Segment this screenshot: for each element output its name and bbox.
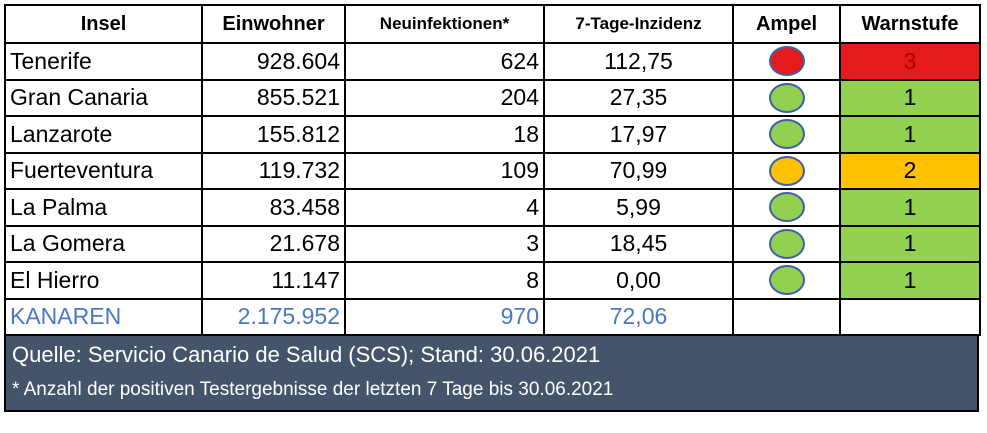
- cell-insel: La Gomera: [4, 224, 203, 263]
- header-insel: Insel: [4, 4, 203, 44]
- cell-ampel: [732, 224, 841, 263]
- cell-einwohner: 83.458: [201, 188, 346, 227]
- cell-ampel: [732, 78, 841, 117]
- total-einwohner: 2.175.952: [201, 297, 346, 336]
- cell-inzidenz: 27,35: [543, 78, 734, 117]
- cell-warnstufe: 1: [839, 115, 981, 154]
- cell-warnstufe: 2: [839, 151, 981, 190]
- cell-insel: El Hierro: [4, 261, 203, 300]
- cell-insel: Gran Canaria: [4, 78, 203, 117]
- total-warnstufe-empty: [839, 297, 981, 336]
- header-ampel: Ampel: [732, 4, 841, 44]
- cell-einwohner: 928.604: [201, 42, 346, 81]
- traffic-light-icon: [768, 46, 805, 77]
- cell-einwohner: 155.812: [201, 115, 346, 154]
- total-neuinfektionen: 970: [344, 297, 545, 336]
- cell-inzidenz: 112,75: [543, 42, 734, 81]
- cell-inzidenz: 70,99: [543, 151, 734, 190]
- cell-insel: Tenerife: [4, 42, 203, 81]
- cell-inzidenz: 0,00: [543, 261, 734, 300]
- cell-neuinfektionen: 204: [344, 78, 545, 117]
- cell-inzidenz: 17,97: [543, 115, 734, 154]
- table-row: Tenerife 928.604 624 112,75 3: [4, 42, 981, 81]
- traffic-light-icon: [768, 265, 805, 296]
- cell-warnstufe: 1: [839, 224, 981, 263]
- header-inzidenz: 7-Tage-Inzidenz: [543, 4, 734, 44]
- cell-warnstufe: 1: [839, 188, 981, 227]
- cell-insel: La Palma: [4, 188, 203, 227]
- cell-neuinfektionen: 4: [344, 188, 545, 227]
- header-einwohner: Einwohner: [201, 4, 346, 44]
- traffic-light-icon: [768, 119, 805, 150]
- incidence-table: Insel Einwohner Neuinfektionen* 7-Tage-I…: [4, 4, 981, 336]
- cell-einwohner: 21.678: [201, 224, 346, 263]
- cell-neuinfektionen: 18: [344, 115, 545, 154]
- traffic-light-icon: [768, 82, 805, 113]
- source-note: Quelle: Servicio Canario de Salud (SCS);…: [12, 342, 601, 367]
- total-insel: KANAREN: [4, 297, 203, 336]
- cell-ampel: [732, 188, 841, 227]
- table-row: El Hierro 11.147 8 0,00 1: [4, 261, 981, 300]
- table-row: Lanzarote 155.812 18 17,97 1: [4, 115, 981, 154]
- total-inzidenz: 72,06: [543, 297, 734, 336]
- header-neuinfektionen: Neuinfektionen*: [344, 4, 545, 44]
- footnote: * Anzahl der positiven Testergebnisse de…: [12, 379, 614, 400]
- table-row: La Gomera 21.678 3 18,45 1: [4, 224, 981, 263]
- cell-ampel: [732, 115, 841, 154]
- cell-inzidenz: 18,45: [543, 224, 734, 263]
- cell-inzidenz: 5,99: [543, 188, 734, 227]
- cell-ampel: [732, 261, 841, 300]
- cell-neuinfektionen: 8: [344, 261, 545, 300]
- cell-insel: Fuerteventura: [4, 151, 203, 190]
- cell-warnstufe: 1: [839, 261, 981, 300]
- traffic-light-icon: [768, 155, 805, 186]
- cell-ampel: [732, 151, 841, 190]
- table-row: Fuerteventura 119.732 109 70,99 2: [4, 151, 981, 190]
- cell-einwohner: 11.147: [201, 261, 346, 300]
- cell-warnstufe: 1: [839, 78, 981, 117]
- covid-table-container: Insel Einwohner Neuinfektionen* 7-Tage-I…: [4, 4, 981, 412]
- cell-einwohner: 855.521: [201, 78, 346, 117]
- header-warnstufe: Warnstufe: [839, 4, 981, 44]
- cell-neuinfektionen: 624: [344, 42, 545, 81]
- total-ampel-empty: [732, 297, 841, 336]
- header-row: Insel Einwohner Neuinfektionen* 7-Tage-I…: [4, 4, 981, 44]
- traffic-light-icon: [768, 228, 805, 259]
- cell-neuinfektionen: 3: [344, 224, 545, 263]
- cell-neuinfektionen: 109: [344, 151, 545, 190]
- table-row: La Palma 83.458 4 5,99 1: [4, 188, 981, 227]
- footer-panel: Quelle: Servicio Canario de Salud (SCS);…: [4, 336, 979, 412]
- cell-ampel: [732, 42, 841, 81]
- cell-insel: Lanzarote: [4, 115, 203, 154]
- traffic-light-icon: [768, 192, 805, 223]
- cell-warnstufe: 3: [839, 42, 981, 81]
- cell-einwohner: 119.732: [201, 151, 346, 190]
- table-row: Gran Canaria 855.521 204 27,35 1: [4, 78, 981, 117]
- total-row: KANAREN 2.175.952 970 72,06: [4, 297, 981, 336]
